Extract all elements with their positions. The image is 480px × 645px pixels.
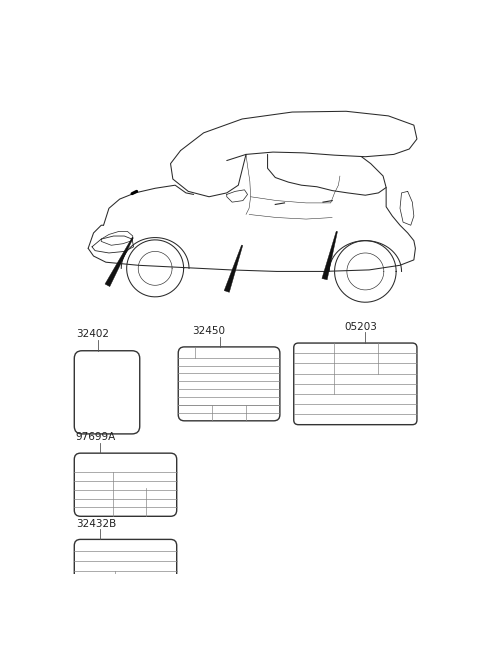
FancyBboxPatch shape	[74, 351, 140, 434]
FancyBboxPatch shape	[74, 539, 177, 602]
Polygon shape	[224, 245, 243, 292]
Text: 32432B: 32432B	[76, 519, 116, 529]
Text: 05203: 05203	[345, 321, 377, 332]
FancyBboxPatch shape	[178, 347, 280, 421]
Polygon shape	[105, 237, 133, 286]
Polygon shape	[322, 232, 337, 280]
Text: 97699A: 97699A	[76, 432, 116, 442]
Text: 32450: 32450	[192, 326, 225, 336]
Text: 32402: 32402	[76, 329, 109, 339]
FancyBboxPatch shape	[294, 343, 417, 424]
FancyBboxPatch shape	[74, 453, 177, 516]
